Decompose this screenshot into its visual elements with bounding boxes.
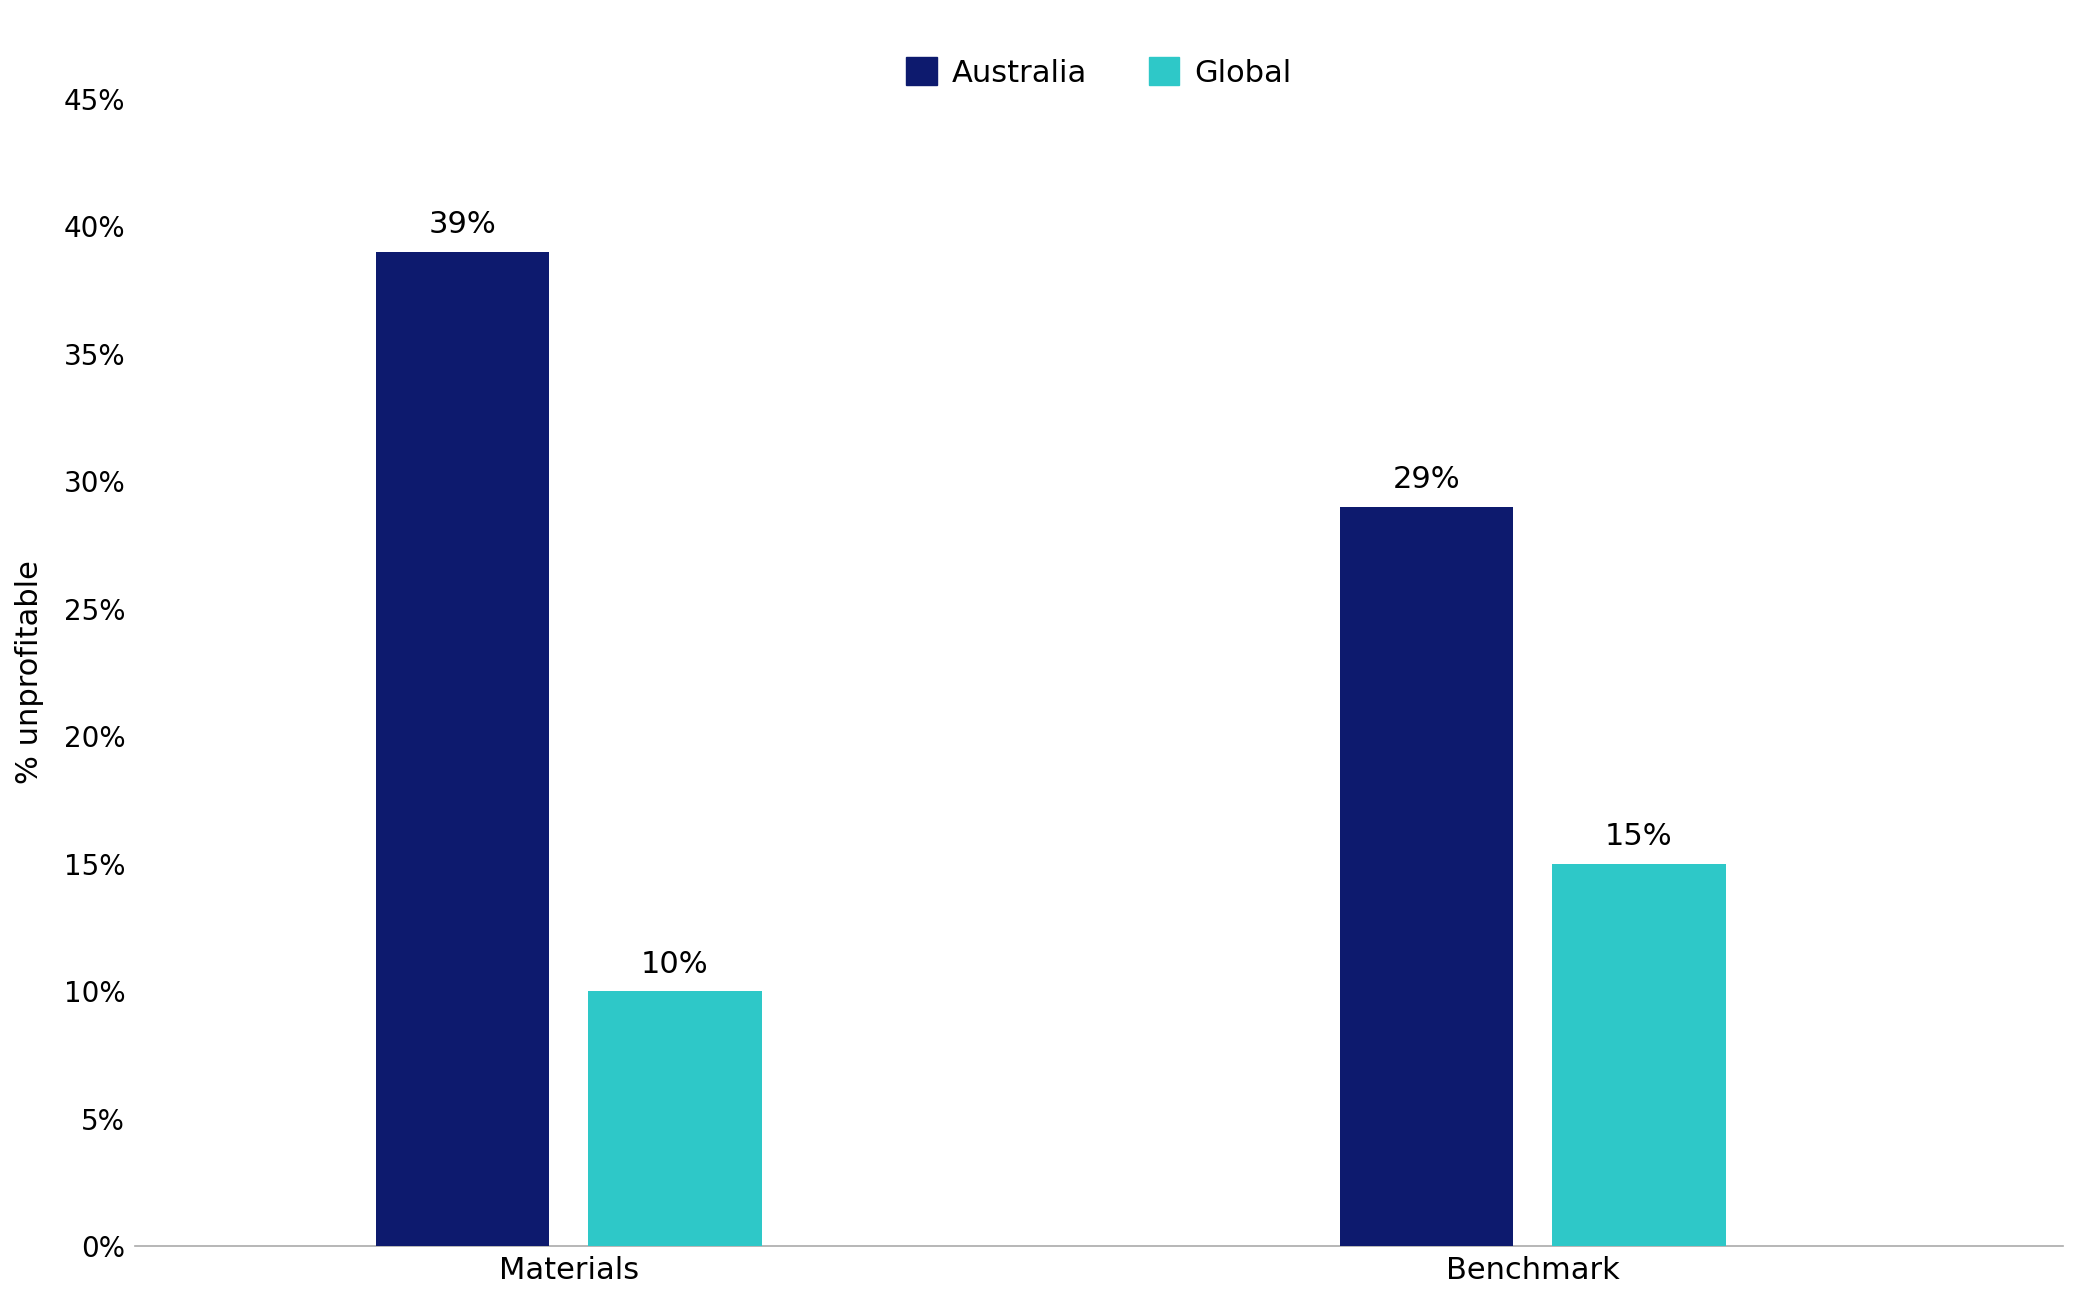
Bar	[588, 992, 761, 1247]
Y-axis label: % unprofitable: % unprofitable	[15, 560, 44, 784]
Bar	[1552, 863, 1725, 1247]
Text: 15%: 15%	[1604, 822, 1673, 852]
Legend: Australia, Global: Australia, Global	[894, 46, 1303, 100]
Text: 29%: 29%	[1392, 465, 1461, 494]
Bar	[376, 252, 549, 1247]
Bar	[1340, 507, 1513, 1247]
Text: 10%: 10%	[640, 949, 709, 979]
Text: 39%: 39%	[428, 211, 497, 239]
